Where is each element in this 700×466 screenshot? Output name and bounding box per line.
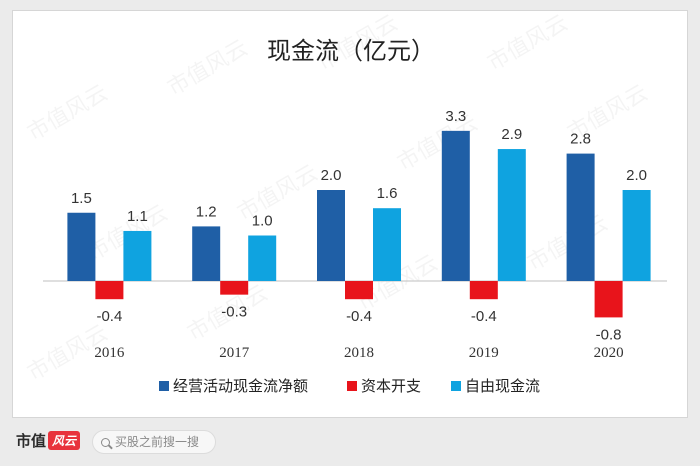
x-tick-label: 2016 — [94, 345, 125, 361]
legend-label: 经营活动现金流净额 — [173, 377, 308, 395]
legend-swatch — [451, 381, 461, 391]
data-label: 1.5 — [71, 190, 92, 207]
legend-label: 自由现金流 — [465, 377, 540, 395]
search-input[interactable] — [115, 435, 207, 449]
data-label: 1.1 — [127, 208, 148, 225]
data-label: 2.0 — [626, 167, 647, 184]
data-label: 1.6 — [377, 185, 398, 202]
legend-label: 资本开支 — [361, 377, 421, 395]
bar-free-cash-flow-2018 — [373, 208, 401, 281]
bar-operating-cash-flow-2019 — [441, 130, 470, 281]
logo-text: 市值 — [16, 432, 47, 450]
data-label: 3.3 — [445, 108, 466, 125]
chart-card: 现金流（亿元） 市值风云 市值风云 市值风云 市值风云 市值风云 市值风云 市值风云 市值风云… — [12, 10, 688, 418]
search-icon — [101, 437, 110, 447]
bar-free-cash-flow-2017 — [248, 235, 277, 281]
bar-operating-cash-flow-2016 — [67, 212, 96, 281]
data-label: -0.3 — [221, 304, 247, 321]
logo-badge: 风云 — [48, 431, 81, 450]
site-logo[interactable]: 市值 风云 — [16, 430, 81, 451]
x-tick-label: 2017 — [219, 345, 250, 361]
bar-capex-2019 — [469, 281, 498, 300]
bar-free-cash-flow-2016 — [123, 230, 152, 281]
bar-free-cash-flow-2020 — [622, 190, 651, 281]
data-label: 2.8 — [570, 131, 591, 148]
x-tick-label: 2020 — [594, 345, 624, 361]
bar-capex-2016 — [95, 281, 124, 300]
search-box[interactable] — [92, 430, 216, 454]
legend-swatch — [159, 381, 169, 391]
data-label: 2.9 — [501, 126, 522, 143]
bar-capex-2018 — [345, 281, 373, 300]
legend-swatch — [347, 381, 357, 391]
watermark-text: 市值风云 — [164, 36, 253, 102]
data-label: -0.4 — [346, 308, 372, 325]
watermark-text: 市值风云 — [484, 11, 573, 76]
bar-operating-cash-flow-2018 — [317, 190, 345, 281]
watermark-text: 市值风云 — [24, 81, 113, 147]
x-tick-label: 2018 — [344, 345, 374, 361]
chart-title: 现金流（亿元） — [267, 37, 435, 65]
bar-capex-2020 — [594, 281, 623, 318]
data-label: -0.4 — [471, 308, 497, 325]
bar-operating-cash-flow-2020 — [566, 153, 595, 281]
data-label: -0.4 — [96, 308, 122, 325]
data-label: 2.0 — [321, 167, 342, 184]
bar-free-cash-flow-2019 — [497, 149, 526, 281]
data-label: 1.2 — [196, 203, 217, 220]
bar-capex-2017 — [220, 281, 249, 295]
footer-bar: 市值 风云 — [0, 422, 700, 466]
bar-operating-cash-flow-2017 — [192, 226, 221, 281]
x-tick-label: 2019 — [469, 345, 499, 361]
data-label: -0.8 — [596, 326, 622, 343]
watermark-text: 市值风云 — [234, 161, 323, 227]
data-label: 1.0 — [252, 213, 273, 230]
legend: 经营活动现金流净额 资本开支 自由现金流 — [159, 377, 540, 395]
